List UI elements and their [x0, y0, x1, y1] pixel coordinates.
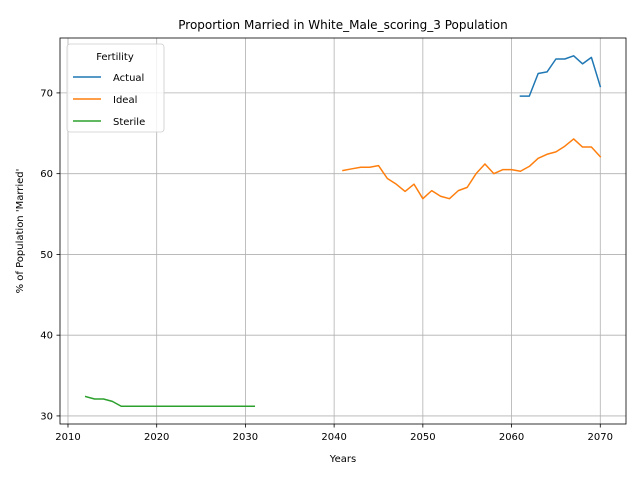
legend: Fertility Actual Ideal Sterile: [66, 43, 165, 133]
x-tick-label: 2040: [321, 432, 346, 443]
y-axis-label: % of Population 'Married': [15, 169, 26, 294]
x-axis-label: Years: [329, 454, 356, 465]
x-tick-label: 2030: [233, 432, 258, 443]
legend-label-ideal: Ideal: [113, 95, 137, 106]
series-line-actual: [519, 55, 602, 97]
grid-lines: [60, 38, 626, 424]
legend-box: [66, 43, 165, 133]
legend-label-sterile: Sterile: [113, 117, 145, 128]
y-tick-label: 60: [40, 169, 53, 180]
series-line-sterile: [84, 395, 256, 407]
x-tick-label: 2050: [410, 432, 435, 443]
x-axis: 2010 2020 2030 2040 2050 2060 2070: [55, 424, 613, 443]
plot-frame: [59, 37, 627, 425]
x-tick-label: 2020: [144, 432, 169, 443]
legend-label-actual: Actual: [113, 73, 144, 84]
y-tick-label: 50: [40, 250, 53, 261]
x-tick-label: 2010: [55, 432, 80, 443]
series-line-ideal: [342, 138, 602, 200]
chart-title: Proportion Married in White_Male_scoring…: [178, 18, 508, 32]
y-tick-label: 40: [40, 331, 53, 342]
x-tick-label: 2060: [499, 432, 524, 443]
x-tick-label: 2070: [588, 432, 613, 443]
legend-title: Fertility: [96, 52, 134, 63]
y-tick-label: 70: [40, 88, 53, 99]
y-axis: 30 40 50 60 70: [40, 88, 60, 422]
series-lines: [84, 55, 602, 407]
y-tick-label: 30: [40, 411, 53, 422]
